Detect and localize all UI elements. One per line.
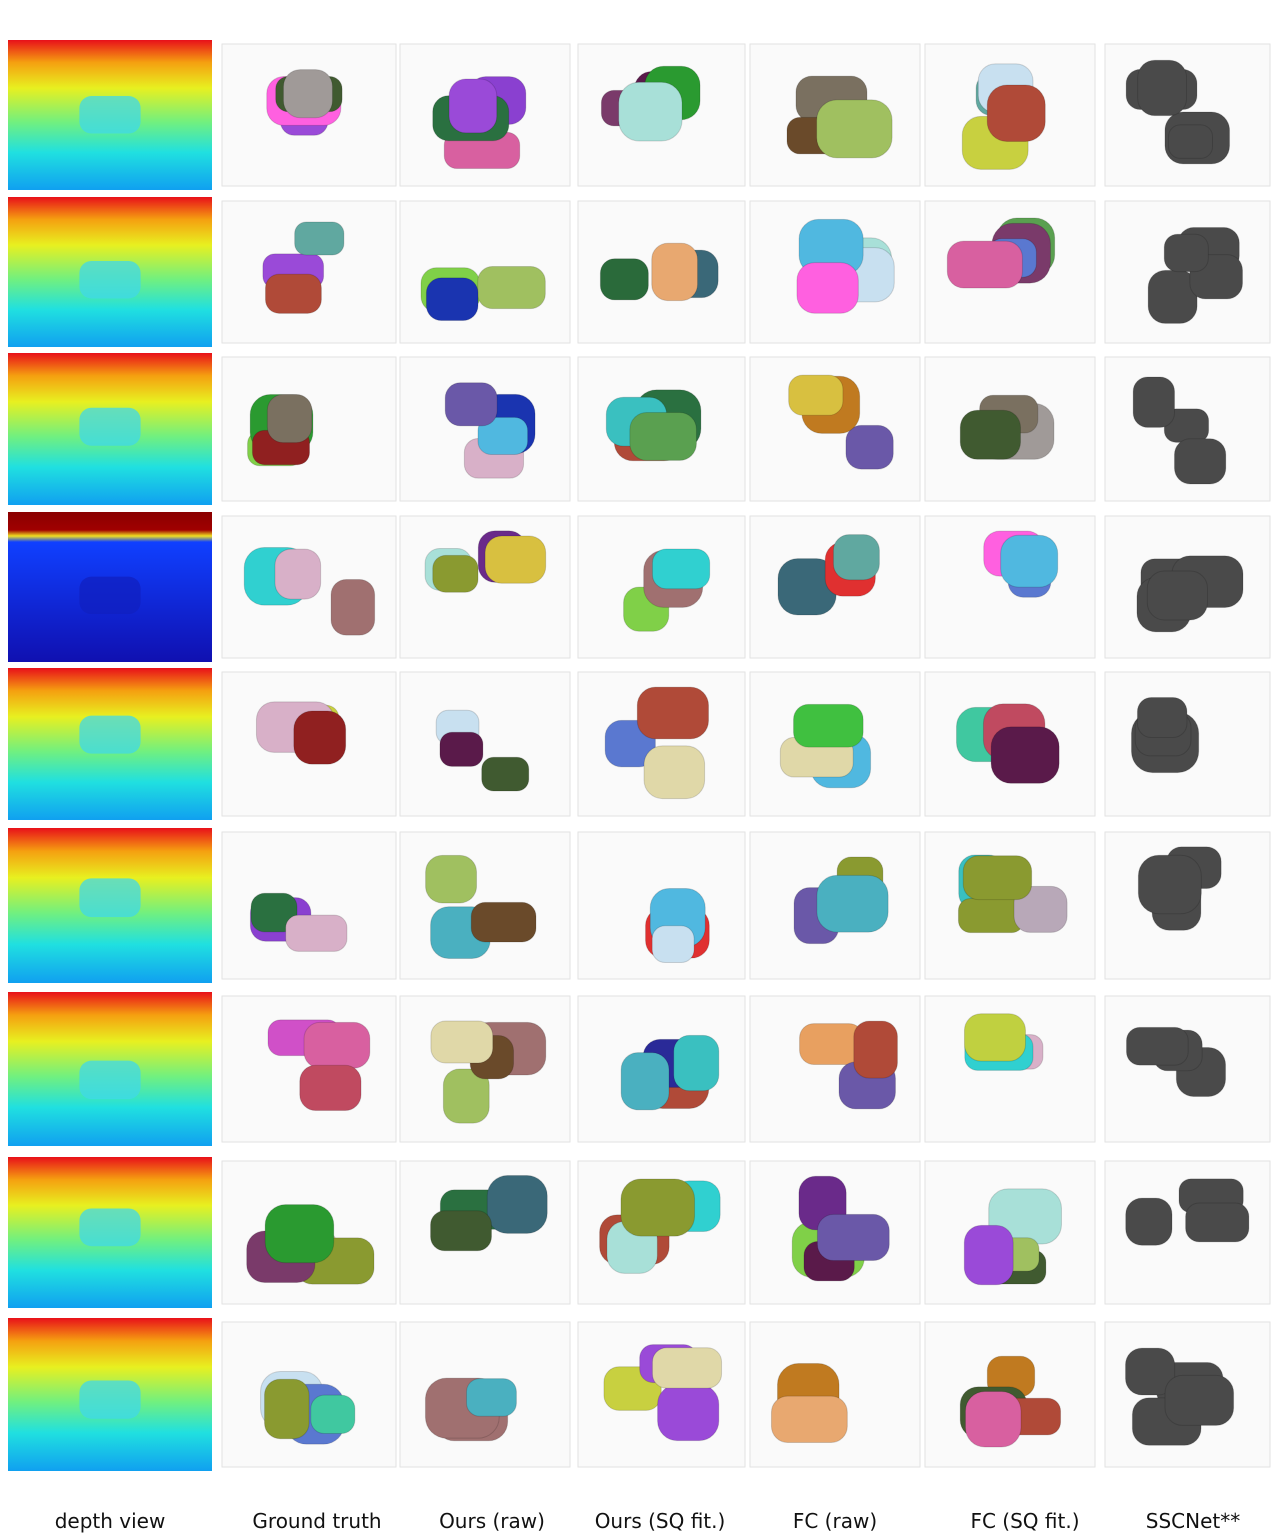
depth-object <box>79 1060 141 1100</box>
column-labels: depth view Ground truth Ours (raw) Ours (SQ… <box>55 1509 1241 1533</box>
object-shape <box>310 1394 356 1435</box>
object-shape <box>264 273 322 314</box>
object-shape <box>651 548 711 590</box>
object-shape <box>1000 534 1059 588</box>
object-shape <box>1137 854 1202 915</box>
object-shape <box>816 99 893 159</box>
object-shape <box>962 855 1033 901</box>
object-shape <box>788 374 844 416</box>
object-shape <box>796 262 859 314</box>
object-shape <box>465 1378 517 1417</box>
object-shape <box>832 534 880 581</box>
object-shape <box>442 1068 490 1124</box>
object-shape <box>1164 1374 1235 1426</box>
object-shape <box>1136 696 1188 739</box>
column-label: Ours (raw) <box>439 1509 545 1533</box>
depth-object <box>79 260 141 299</box>
object-shape <box>477 266 546 310</box>
object-shape <box>1168 124 1213 159</box>
object-shape <box>770 1395 848 1444</box>
object-shape <box>1137 59 1188 117</box>
object-shape <box>264 1204 335 1264</box>
object-shape <box>673 1034 720 1092</box>
object-shape <box>793 703 864 748</box>
depth-object <box>79 407 141 446</box>
object-shape <box>990 726 1060 784</box>
column-label: FC (raw) <box>793 1509 877 1533</box>
object-shape <box>274 548 322 600</box>
object-shape <box>599 258 649 301</box>
object-shape <box>430 1020 494 1064</box>
object-shape <box>1185 1202 1250 1243</box>
object-shape <box>845 424 894 470</box>
object-shape <box>430 1210 492 1252</box>
object-shape <box>1146 570 1208 621</box>
object-shape <box>250 892 298 933</box>
object-shape <box>636 686 710 740</box>
object-shape <box>963 1013 1026 1062</box>
object-shape <box>986 84 1046 142</box>
render-panel <box>399 671 571 817</box>
object-shape <box>1125 1197 1173 1246</box>
object-shape <box>299 1064 362 1112</box>
column-label: Ours (SQ fit.) <box>595 1509 726 1533</box>
object-shape <box>1013 885 1068 933</box>
object-shape <box>484 535 547 584</box>
depth-object <box>79 576 141 615</box>
object-shape <box>477 416 529 455</box>
object-shape <box>629 412 697 461</box>
object-shape <box>1163 233 1209 273</box>
depth-object <box>79 878 141 918</box>
object-shape <box>294 221 345 256</box>
object-shape <box>651 1347 723 1389</box>
column-label: Ground truth <box>252 1509 381 1533</box>
object-shape <box>266 393 313 444</box>
object-shape <box>964 1391 1022 1448</box>
object-shape <box>444 382 498 427</box>
object-shape <box>425 854 478 904</box>
depth-object <box>79 1208 141 1247</box>
object-shape <box>282 69 333 119</box>
object-shape <box>432 554 479 593</box>
object-shape <box>1132 376 1176 428</box>
object-shape <box>293 710 347 765</box>
object-shape <box>1125 1026 1189 1066</box>
object-shape <box>946 240 1023 289</box>
object-shape <box>285 914 348 952</box>
object-shape <box>651 242 699 302</box>
object-shape <box>963 1224 1014 1286</box>
depth-object <box>79 1380 141 1419</box>
object-shape <box>657 1384 720 1442</box>
object-shape <box>481 756 530 792</box>
object-shape <box>816 874 889 933</box>
depth-object <box>79 715 141 754</box>
object-shape <box>620 1178 696 1237</box>
object-shape <box>330 578 376 636</box>
object-shape <box>1173 438 1227 485</box>
object-shape <box>651 925 695 964</box>
object-shape <box>439 731 484 767</box>
object-shape <box>448 78 498 134</box>
depth-object <box>79 96 141 134</box>
column-label: depth view <box>55 1509 166 1533</box>
object-shape <box>264 1378 310 1440</box>
column-label: FC (SQ fit.) <box>970 1509 1079 1533</box>
object-shape <box>816 1213 890 1262</box>
column-label: SSCNet** <box>1146 1509 1240 1533</box>
object-shape <box>853 1020 898 1079</box>
object-shape <box>486 1175 548 1234</box>
panel-grid <box>8 40 1271 1471</box>
object-shape <box>643 745 706 800</box>
object-shape <box>1125 1347 1176 1396</box>
object-shape <box>470 901 537 943</box>
object-shape <box>959 409 1021 460</box>
object-shape <box>618 81 683 142</box>
object-shape <box>620 1052 670 1111</box>
object-shape <box>425 277 479 322</box>
object-shape <box>303 1021 371 1069</box>
